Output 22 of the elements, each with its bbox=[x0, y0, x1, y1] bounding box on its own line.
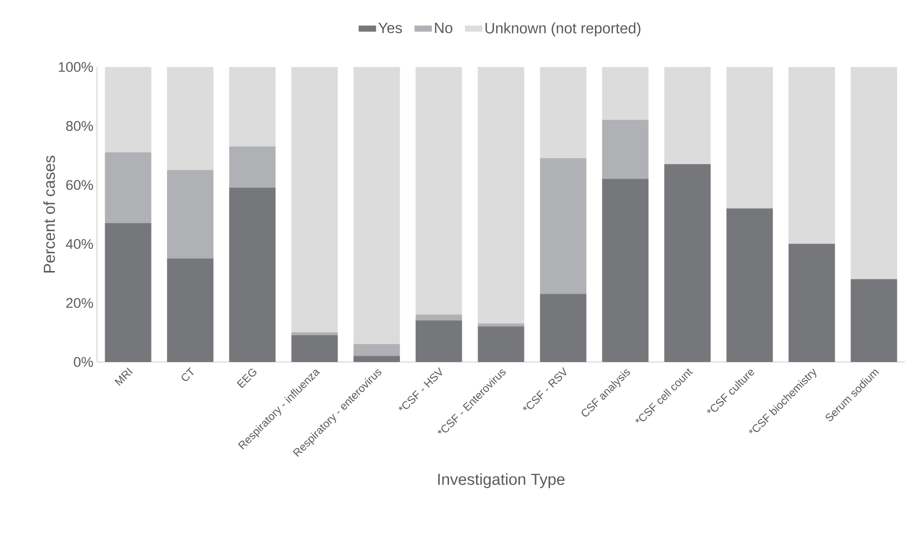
bar bbox=[540, 158, 586, 294]
y-tick-label: 100% bbox=[58, 62, 93, 72]
legend-label: Unknown (not reported) bbox=[486, 22, 640, 36]
x-tick-label: CT bbox=[182, 367, 194, 381]
bar bbox=[478, 323, 524, 327]
bar bbox=[602, 120, 649, 180]
y-axis-title: Percent of cases bbox=[43, 156, 55, 273]
y-tick-label: 0% bbox=[74, 357, 93, 367]
x-tick-label: MRI bbox=[114, 368, 133, 386]
bar bbox=[416, 314, 462, 321]
legend-label: No bbox=[435, 22, 452, 34]
y-tick-label: 20% bbox=[66, 298, 93, 308]
y-tick-label: 40% bbox=[66, 239, 93, 249]
legend-label: Yes bbox=[378, 22, 402, 34]
y-tick-label: 60% bbox=[66, 180, 93, 190]
bar bbox=[229, 146, 276, 188]
bar bbox=[104, 152, 152, 224]
bar bbox=[354, 344, 400, 356]
bar bbox=[167, 170, 214, 259]
bar bbox=[291, 332, 338, 336]
y-tick-label: 80% bbox=[66, 121, 93, 131]
x-axis-title: Investigation Type bbox=[438, 473, 565, 488]
